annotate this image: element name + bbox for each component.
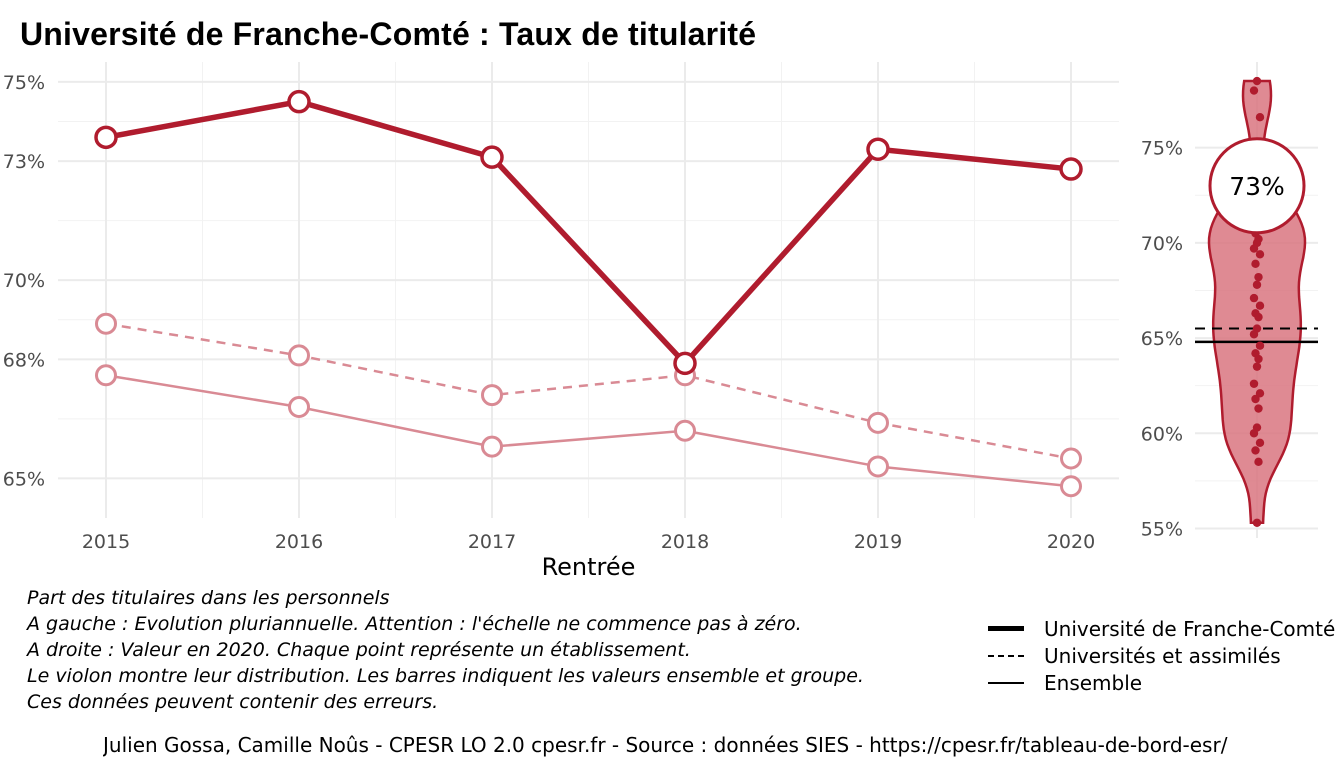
y-tick-label: 60% bbox=[1141, 423, 1183, 445]
establishment-point bbox=[1252, 76, 1262, 86]
chart-caption: Julien Gossa, Camille Noûs - CPESR LO 2.… bbox=[103, 733, 1228, 757]
establishment-point bbox=[1254, 457, 1263, 467]
legend-key-dashed bbox=[988, 654, 1024, 657]
data-point bbox=[1060, 475, 1082, 498]
establishment-point bbox=[1254, 312, 1263, 322]
establishment-point bbox=[1255, 389, 1265, 398]
legend-key-solid-thick bbox=[988, 626, 1024, 631]
y-tick-label: 70% bbox=[3, 270, 45, 292]
establishment-point bbox=[1255, 341, 1265, 350]
data-point bbox=[867, 455, 889, 478]
series-line-solid-thin bbox=[105, 374, 1072, 488]
data-point bbox=[287, 89, 311, 114]
establishment-point bbox=[1249, 244, 1259, 253]
data-point bbox=[1060, 447, 1082, 470]
legend-key-solid-thin bbox=[988, 681, 1024, 684]
establishment-point bbox=[1254, 272, 1263, 282]
legend-label: Universités et assimilés bbox=[1044, 643, 1281, 668]
legend-label: Université de Franche-Comté bbox=[1044, 616, 1336, 641]
data-point bbox=[95, 364, 117, 387]
establishment-point bbox=[1251, 259, 1260, 269]
y-tick-label: 75% bbox=[3, 72, 45, 94]
highlight-value-label: 73% bbox=[1229, 172, 1285, 201]
y-tick-label: 75% bbox=[1141, 138, 1183, 160]
data-point bbox=[288, 344, 310, 367]
establishment-point bbox=[1249, 86, 1259, 95]
establishment-point bbox=[1255, 113, 1265, 122]
establishment-point bbox=[1249, 379, 1259, 388]
establishment-point bbox=[1251, 394, 1260, 404]
legend-item: Ensemble bbox=[988, 669, 1344, 696]
note-line: Le violon montre leur distribution. Les … bbox=[27, 665, 864, 687]
note-line: Ces données peuvent contenir des erreurs… bbox=[27, 691, 439, 713]
y-tick-label: 65% bbox=[3, 468, 45, 490]
data-point bbox=[95, 312, 117, 335]
violin-chart-panel: 55% 60% 65% 70% 75% 73% bbox=[1141, 62, 1318, 540]
data-point bbox=[288, 395, 310, 418]
y-tick-label: 68% bbox=[3, 349, 45, 371]
data-point bbox=[867, 411, 889, 434]
establishment-point bbox=[1254, 404, 1263, 413]
y-tick-label: 73% bbox=[3, 151, 45, 173]
x-tick-label: 2017 bbox=[468, 531, 516, 553]
x-tick-label: 2019 bbox=[854, 531, 902, 553]
establishment-point bbox=[1252, 362, 1262, 371]
establishment-point bbox=[1255, 438, 1265, 447]
series-line-solid-thick bbox=[105, 98, 1072, 367]
line-chart-panel: 65% 68% 70% 73% 75% 2015 2016 2017 2018 2019 2020 R… bbox=[3, 62, 1119, 581]
legend-label: Ensemble bbox=[1044, 670, 1143, 695]
data-point bbox=[674, 419, 696, 442]
establishment-point bbox=[1251, 446, 1260, 455]
data-point bbox=[94, 125, 118, 150]
establishment-point bbox=[1249, 429, 1259, 438]
establishment-point bbox=[1252, 518, 1262, 527]
note-line: Part des titulaires dans les personnels bbox=[27, 587, 390, 609]
note-line: A gauche : Evolution pluriannuelle. Atte… bbox=[27, 613, 802, 635]
data-point bbox=[481, 384, 503, 407]
legend-item: Université de Franche-Comté bbox=[988, 615, 1344, 642]
establishment-point bbox=[1255, 250, 1265, 259]
chart-notes: Part des titulaires dans les personnels … bbox=[27, 585, 864, 715]
data-point bbox=[673, 351, 697, 376]
x-axis-title: Rentrée bbox=[542, 553, 636, 581]
note-line: A droite : Valeur en 2020. Chaque point … bbox=[27, 639, 691, 661]
establishment-point bbox=[1249, 330, 1259, 339]
data-point bbox=[480, 145, 504, 169]
establishment-point bbox=[1249, 293, 1259, 303]
data-point bbox=[481, 435, 503, 458]
establishment-point bbox=[1255, 301, 1265, 310]
x-tick-label: 2015 bbox=[82, 531, 130, 553]
establishment-point bbox=[1252, 280, 1262, 289]
data-point bbox=[1059, 157, 1083, 181]
legend-item: Universités et assimilés bbox=[988, 642, 1344, 669]
y-tick-label: 70% bbox=[1141, 233, 1183, 255]
highlight-bubble bbox=[1208, 137, 1306, 235]
chart-title: Université de Franche-Comté : Taux de ti… bbox=[20, 16, 757, 52]
x-tick-label: 2018 bbox=[661, 531, 709, 553]
establishment-point bbox=[1254, 354, 1263, 364]
chart-legend: Université de Franche-Comté Universités … bbox=[988, 615, 1344, 696]
y-tick-label: 55% bbox=[1141, 518, 1183, 540]
x-tick-label: 2016 bbox=[275, 531, 323, 553]
y-tick-label: 65% bbox=[1141, 328, 1183, 350]
series-line-dashed bbox=[105, 322, 1072, 460]
data-point bbox=[866, 137, 890, 161]
x-tick-label: 2020 bbox=[1047, 531, 1095, 553]
